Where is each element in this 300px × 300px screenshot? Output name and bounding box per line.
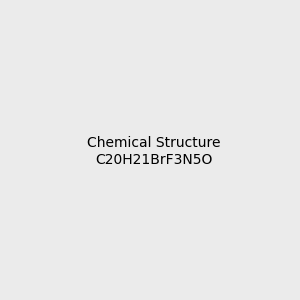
Text: Chemical Structure
C20H21BrF3N5O: Chemical Structure C20H21BrF3N5O <box>87 136 220 166</box>
